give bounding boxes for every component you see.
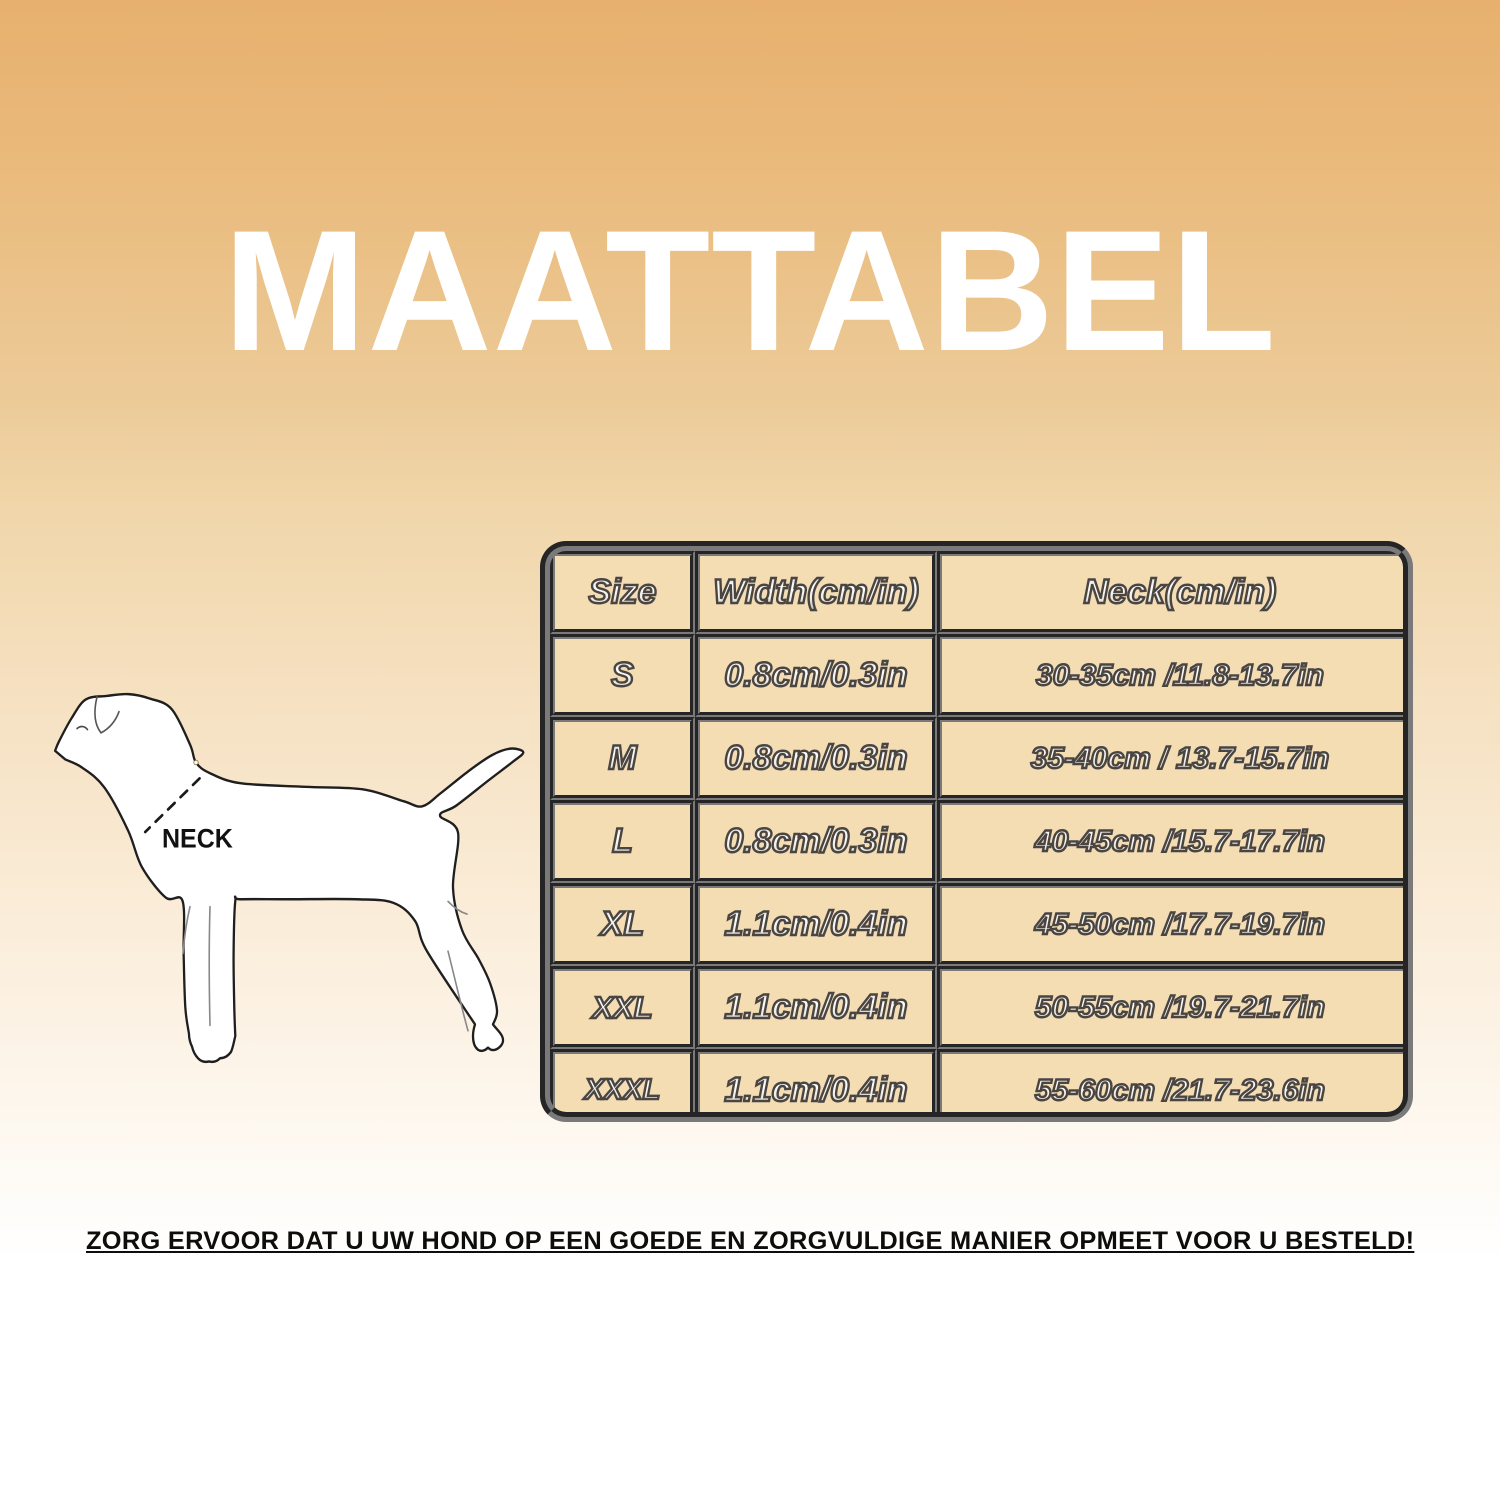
svg-text:NECK: NECK [162, 825, 233, 854]
